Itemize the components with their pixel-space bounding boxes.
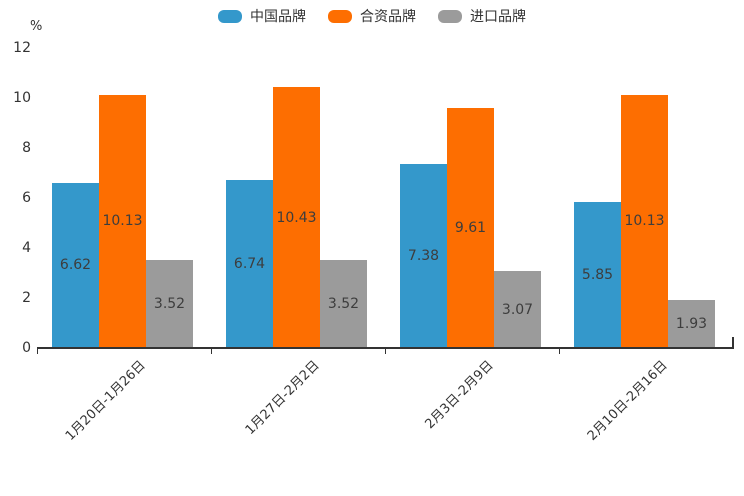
x-axis-tick <box>558 349 560 354</box>
bar-中国品牌-1月27日-2月2日[interactable] <box>226 179 273 348</box>
bar-进口品牌-2月3日-2月9日[interactable] <box>494 271 541 348</box>
legend-swatch-joint-venture-brand <box>328 9 352 23</box>
bar-value-label: 10.43 <box>276 209 317 226</box>
bar-合资品牌-2月3日-2月9日[interactable] <box>447 107 494 348</box>
x-category-label: 2月3日-2月9日 <box>422 358 497 433</box>
x-axis-line <box>37 347 734 349</box>
x-category-label: 2月10日-2月16日 <box>584 358 671 444</box>
legend-label-china-brand: 中国品牌 <box>250 9 306 25</box>
x-axis-tick <box>36 349 38 354</box>
bar-value-label: 3.52 <box>327 296 360 312</box>
x-axis-tick <box>210 349 212 354</box>
y-tick-label: 2 <box>22 290 31 306</box>
legend-item-china-brand[interactable]: 中国品牌 <box>218 6 306 26</box>
bar-中国品牌-2月10日-2月16日[interactable] <box>574 201 621 348</box>
y-axis-unit-label: % <box>30 19 43 34</box>
legend-label-joint-venture-brand: 合资品牌 <box>360 9 416 25</box>
chart-legend: 中国品牌 合资品牌 进口品牌 <box>0 6 744 26</box>
bar-value-label: 10.13 <box>624 213 665 230</box>
y-tick-label: 0 <box>22 340 31 356</box>
bar-value-label: 6.62 <box>59 257 92 274</box>
y-tick-label: 12 <box>13 40 31 56</box>
bar-value-label: 5.85 <box>581 266 614 283</box>
bar-中国品牌-1月20日-1月26日[interactable] <box>52 182 99 348</box>
x-axis-end-tick <box>732 337 734 349</box>
bar-value-label: 1.93 <box>675 315 708 332</box>
x-category-label: 1月20日-1月26日 <box>62 358 149 444</box>
legend-swatch-import-brand <box>438 9 462 23</box>
legend-item-joint-venture-brand[interactable]: 合资品牌 <box>328 6 416 26</box>
y-tick-label: 6 <box>22 190 31 206</box>
bar-进口品牌-2月10日-2月16日[interactable] <box>668 299 715 348</box>
x-category-label: 1月27日-2月2日 <box>242 358 323 438</box>
y-tick-label: 8 <box>22 140 31 156</box>
bar-合资品牌-1月20日-1月26日[interactable] <box>99 94 146 348</box>
legend-item-import-brand[interactable]: 进口品牌 <box>438 6 526 26</box>
bar-value-label: 10.13 <box>102 213 143 230</box>
bar-value-label: 3.52 <box>153 296 186 312</box>
bar-合资品牌-2月10日-2月16日[interactable] <box>621 94 668 348</box>
bar-value-label: 7.38 <box>407 247 440 264</box>
y-tick-label: 4 <box>22 240 31 256</box>
legend-label-import-brand: 进口品牌 <box>470 9 526 25</box>
y-tick-label: 10 <box>13 90 31 106</box>
bar-value-label: 6.74 <box>233 255 266 272</box>
x-axis-tick <box>384 349 386 354</box>
legend-swatch-china-brand <box>218 9 242 23</box>
bar-进口品牌-1月27日-2月2日[interactable] <box>320 260 367 348</box>
bar-中国品牌-2月3日-2月9日[interactable] <box>400 163 447 348</box>
bar-value-label: 9.61 <box>454 219 487 236</box>
bar-进口品牌-1月20日-1月26日[interactable] <box>146 260 193 348</box>
bar-合资品牌-1月27日-2月2日[interactable] <box>273 87 320 348</box>
bar-value-label: 3.07 <box>501 301 534 318</box>
